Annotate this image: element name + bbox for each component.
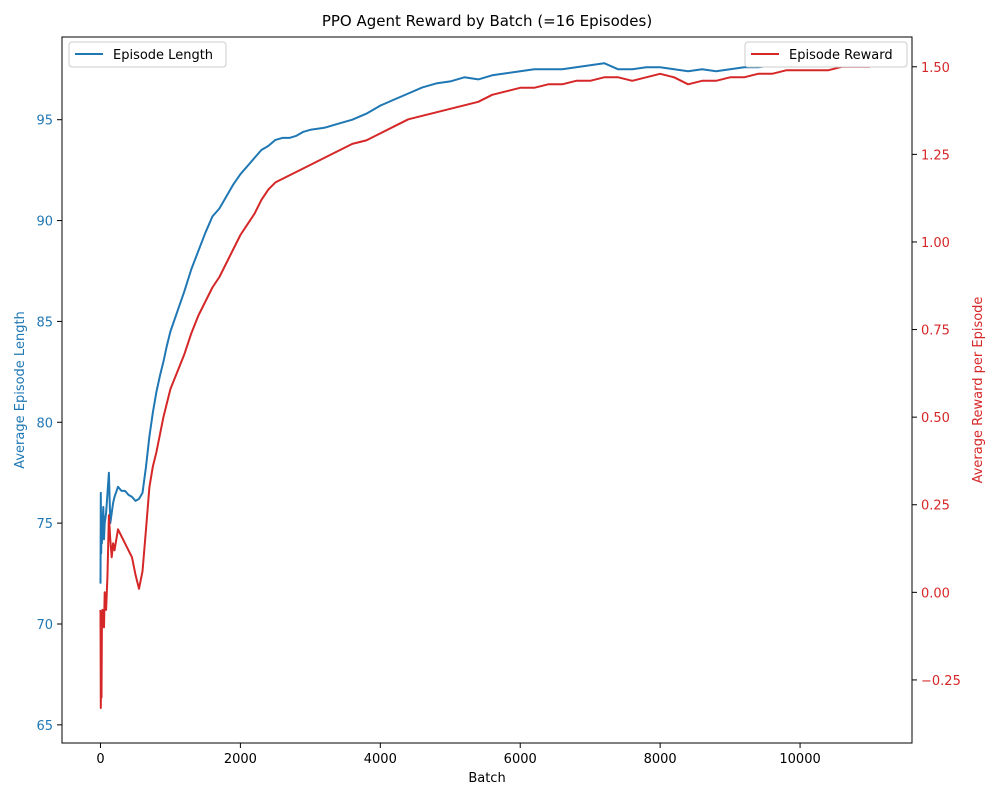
series-line-episode-length bbox=[99, 58, 871, 584]
x-axis-label: Batch bbox=[468, 771, 505, 786]
chart-title: PPO Agent Reward by Batch (=16 Episodes) bbox=[322, 12, 652, 30]
x-tick-label: 4000 bbox=[364, 752, 397, 767]
y-left-tick-label: 95 bbox=[36, 114, 53, 129]
x-tick-label: 0 bbox=[96, 752, 104, 767]
y-right-tick-label: 0.75 bbox=[921, 324, 950, 339]
y-left-tick-label: 75 bbox=[36, 517, 53, 532]
plot-area bbox=[61, 36, 913, 744]
x-axis: 0 2000 4000 6000 8000 10000 bbox=[96, 743, 821, 767]
x-tick-label: 10000 bbox=[779, 752, 820, 767]
y-right-tick-label: 0.50 bbox=[921, 411, 950, 426]
y-left-tick-label: 80 bbox=[36, 416, 53, 431]
legend-left-label: Episode Length bbox=[113, 48, 213, 63]
legend-left: Episode Length bbox=[68, 41, 227, 68]
y-right-tick-label: 1.25 bbox=[921, 148, 950, 163]
series-line-episode-reward bbox=[99, 65, 870, 709]
y-left-tick-label: 90 bbox=[36, 215, 53, 230]
y-axis-left: 65 70 75 80 85 90 95 bbox=[36, 114, 62, 734]
x-tick-label: 2000 bbox=[224, 752, 257, 767]
legend-left-box bbox=[68, 41, 227, 68]
legend-right-box bbox=[744, 41, 908, 68]
y-axis-left-label: Average Episode Length bbox=[13, 311, 28, 469]
plot-frame bbox=[61, 36, 913, 744]
y-left-tick-label: 65 bbox=[36, 719, 53, 734]
y-left-tick-label: 70 bbox=[36, 618, 53, 633]
legend-right-label: Episode Reward bbox=[789, 48, 893, 63]
legend-right: Episode Reward bbox=[744, 41, 908, 68]
y-axis-right: −0.25 0.00 0.25 0.50 0.75 1.00 1.25 1.50 bbox=[912, 61, 961, 689]
y-left-tick-label: 85 bbox=[36, 315, 53, 330]
y-right-tick-label: 0.00 bbox=[921, 586, 950, 601]
y-right-tick-label: 1.00 bbox=[921, 236, 950, 251]
y-right-tick-label: 0.25 bbox=[921, 499, 950, 514]
y-right-tick-label: 1.50 bbox=[921, 61, 950, 76]
x-tick-label: 6000 bbox=[504, 752, 537, 767]
y-axis-right-label: Average Reward per Episode bbox=[971, 297, 986, 484]
y-right-tick-label: −0.25 bbox=[921, 674, 961, 689]
x-tick-label: 8000 bbox=[644, 752, 677, 767]
